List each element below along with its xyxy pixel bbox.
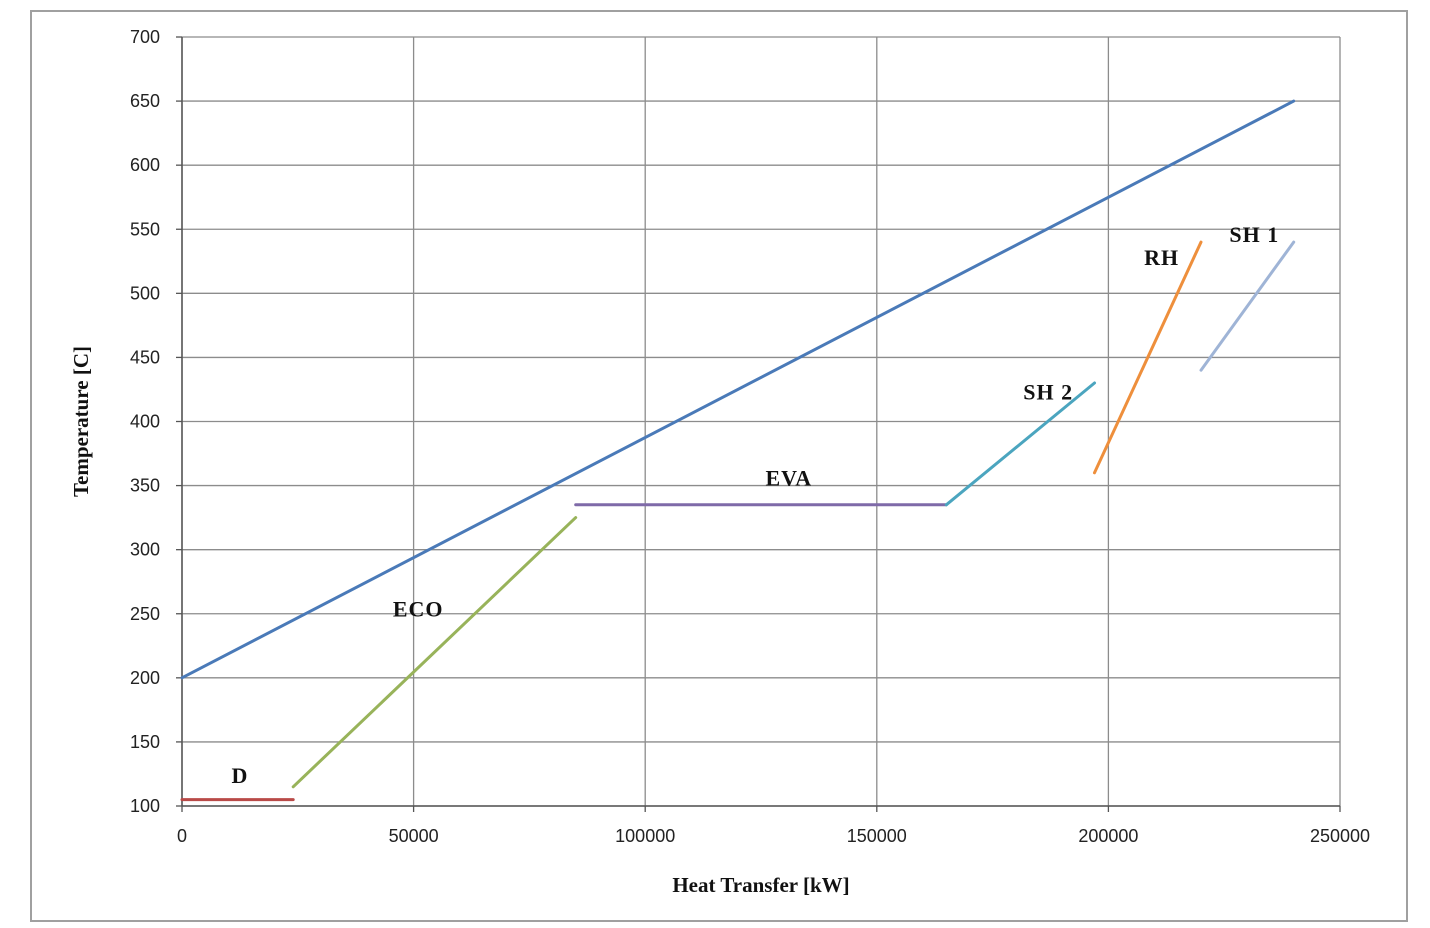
- series-line-5: [1093, 240, 1203, 475]
- series-line-2: [291, 516, 578, 789]
- annotation-label: RH: [1144, 245, 1179, 270]
- annotation-label: SH 1: [1229, 222, 1279, 247]
- y-tick-label: 650: [130, 91, 160, 111]
- y-tick-labels: 100 150 200 250 300 350 400 450 500 550 600 650 700: [130, 27, 160, 816]
- series-lines: [180, 99, 1296, 802]
- y-tick-label: 150: [130, 732, 160, 752]
- y-axis-title: Temperature [C]: [69, 346, 93, 497]
- x-tick-label: 100000: [615, 826, 675, 846]
- x-tick-label: 200000: [1078, 826, 1138, 846]
- y-tick-label: 200: [130, 668, 160, 688]
- x-tick-label: 150000: [847, 826, 907, 846]
- y-tick-label: 450: [130, 347, 160, 367]
- annotation-label: ECO: [393, 596, 444, 621]
- y-tick-label: 300: [130, 540, 160, 560]
- x-tick-label: 250000: [1310, 826, 1370, 846]
- x-tick-label: 0: [177, 826, 187, 846]
- grid: [181, 36, 1341, 807]
- chart-frame: 0 50000 100000 150000 200000 250000 100 150 200…: [30, 10, 1408, 922]
- annotation-label: SH 2: [1023, 380, 1073, 405]
- y-tick-label: 500: [130, 283, 160, 303]
- y-tick-label: 100: [130, 796, 160, 816]
- y-tick-label: 550: [130, 219, 160, 239]
- x-axis-title: Heat Transfer [kW]: [672, 873, 849, 897]
- axes: [176, 36, 1341, 812]
- heat-transfer-temperature-chart: 0 50000 100000 150000 200000 250000 100 150 200…: [69, 27, 1370, 897]
- x-tick-labels: 0 50000 100000 150000 200000 250000: [177, 826, 1370, 846]
- y-tick-label: 250: [130, 604, 160, 624]
- annotation-label: D: [231, 763, 248, 788]
- y-tick-label: 400: [130, 412, 160, 432]
- annotations: D ECO EVA SH 2 RH SH 1: [231, 222, 1279, 788]
- x-tick-label: 50000: [389, 826, 439, 846]
- series-line-4: [944, 381, 1096, 507]
- series-line-0: [180, 99, 1296, 680]
- y-tick-label: 700: [130, 27, 160, 47]
- y-tick-label: 600: [130, 155, 160, 175]
- annotation-label: EVA: [765, 466, 812, 491]
- series-line-6: [1199, 240, 1296, 372]
- y-tick-label: 350: [130, 476, 160, 496]
